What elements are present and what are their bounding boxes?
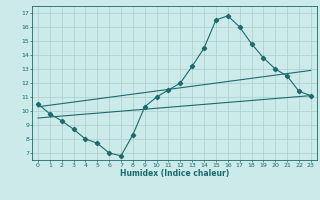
- X-axis label: Humidex (Indice chaleur): Humidex (Indice chaleur): [120, 169, 229, 178]
